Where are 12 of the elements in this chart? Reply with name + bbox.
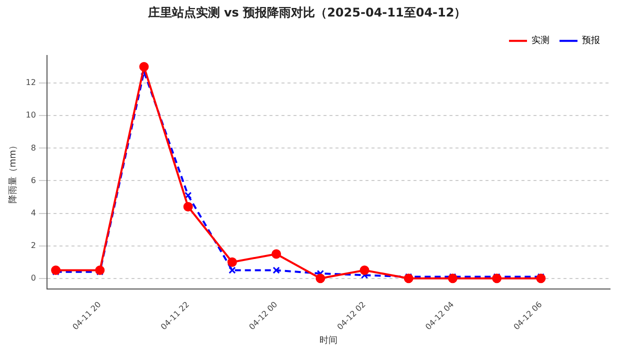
chart-title: 庄里站点实测 vs 预报降雨对比（2025-04-11至04-12） xyxy=(146,5,466,20)
y-tick-label: 6 xyxy=(30,176,36,185)
y-tick-label: 12 xyxy=(26,78,36,88)
y-tick-label: 0 xyxy=(30,273,36,282)
y-tick-label: 10 xyxy=(26,110,36,120)
x-axis-title: 时间 xyxy=(319,334,338,346)
y-tick-label: 2 xyxy=(30,240,36,250)
legend-label: 实测 xyxy=(532,35,550,46)
y-axis-title: 降雨量（mm） xyxy=(8,140,19,204)
y-tick-label: 8 xyxy=(30,143,36,152)
legend-label: 预报 xyxy=(582,35,600,46)
y-tick-label: 4 xyxy=(30,208,36,218)
